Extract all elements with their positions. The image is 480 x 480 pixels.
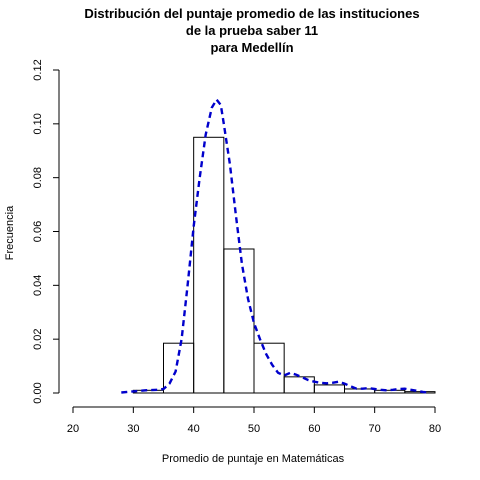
y-tick-label: 0.02	[32, 328, 44, 349]
y-tick-label: 0.12	[32, 59, 44, 80]
histogram-bar	[132, 389, 164, 394]
chart-title-line-1: Distribución del puntaje promedio de las…	[84, 6, 419, 21]
x-axis: 20 30 40 50 60 70 80	[67, 406, 441, 435]
histogram-bar	[344, 388, 376, 394]
chart-title-line-3: para Medellín	[210, 40, 293, 55]
x-tick-label: 20	[67, 423, 79, 435]
histogram-bar	[313, 384, 346, 394]
x-tick-label: 40	[188, 423, 200, 435]
x-tick-label: 80	[429, 423, 441, 435]
histogram-bar	[193, 136, 225, 394]
chart-title-line-2: de la prueba saber 11	[186, 23, 318, 38]
x-axis-label: Promedio de puntaje en Matemáticas	[162, 453, 345, 465]
density-curve	[121, 97, 430, 394]
y-tick-label: 0.08	[32, 167, 44, 188]
density-curve-group	[121, 97, 430, 394]
x-tick-label: 50	[248, 423, 260, 435]
y-tick-label: 0.10	[32, 113, 44, 134]
x-tick-label: 30	[127, 423, 139, 435]
y-axis: 0.00 0.02 0.04 0.06 0.08 0.10 0.12	[32, 59, 60, 404]
histogram-bar	[253, 342, 285, 394]
y-tick-label: 0.04	[32, 275, 44, 296]
histogram-bar	[223, 248, 255, 394]
histogram-bar	[374, 389, 406, 394]
histogram-bar	[283, 376, 315, 394]
y-tick-label: 0.00	[32, 382, 44, 403]
y-axis-label: Frecuencia	[4, 205, 16, 260]
y-tick-label: 0.06	[32, 221, 44, 242]
histogram-bar	[404, 391, 436, 394]
x-tick-label: 70	[369, 423, 381, 435]
x-tick-label: 60	[308, 423, 320, 435]
